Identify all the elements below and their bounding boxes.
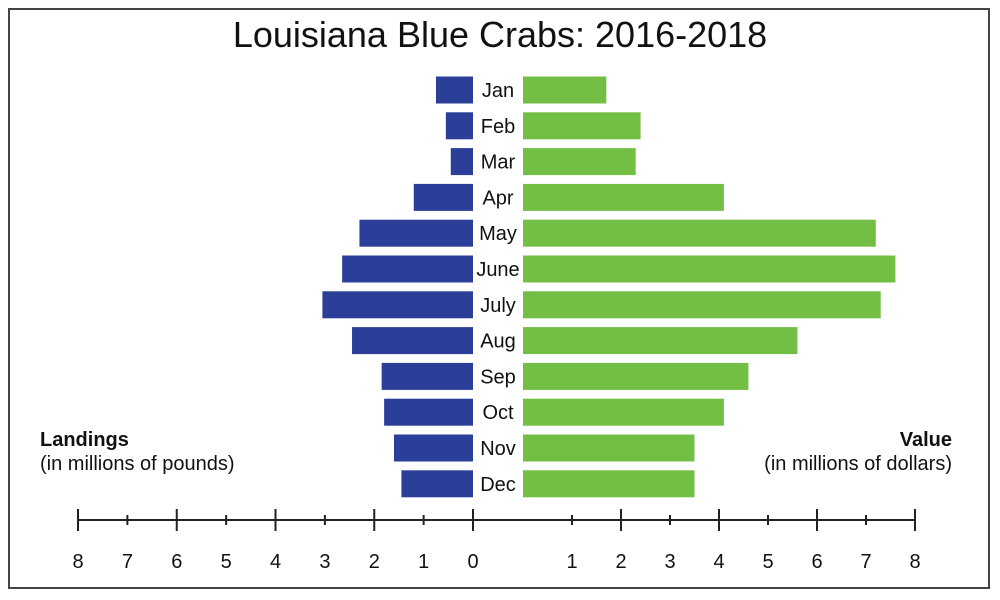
landings-bar-may	[359, 219, 473, 247]
x-tick-label-right-1: 1	[566, 551, 577, 573]
value-bar-oct	[523, 398, 724, 426]
month-label-jan: Jan	[482, 80, 514, 102]
landings-bar-jan	[435, 76, 473, 104]
x-tick-label-left-1: 1	[418, 551, 429, 573]
x-tick-label-left-2: 2	[369, 551, 380, 573]
month-label-apr: Apr	[482, 187, 513, 209]
value-bar-dec	[523, 470, 695, 498]
month-label-sep: Sep	[480, 366, 516, 388]
landings-label-name: Landings	[40, 429, 129, 451]
month-label-mar: Mar	[481, 152, 516, 174]
landings-bar-sep	[381, 362, 473, 390]
value-bar-sep	[523, 362, 749, 390]
value-bar-june	[523, 255, 896, 283]
month-label-feb: Feb	[481, 116, 515, 138]
landings-bar-aug	[352, 327, 473, 355]
x-tick-label-right-3: 3	[664, 551, 675, 573]
landings-bar-july	[322, 291, 473, 319]
value-bar-aug	[523, 327, 798, 355]
landings-bar-mar	[450, 148, 473, 176]
month-label-dec: Dec	[480, 474, 516, 496]
x-tick-label-left-4: 4	[270, 551, 281, 573]
x-tick-label-right-6: 6	[811, 551, 822, 573]
landings-bar-feb	[445, 112, 473, 140]
value-bar-may	[523, 219, 876, 247]
x-tick-label-left-3: 3	[319, 551, 330, 573]
month-label-oct: Oct	[482, 402, 514, 424]
x-tick-label-left-6: 6	[171, 551, 182, 573]
x-tick-label-left-8: 8	[72, 551, 83, 573]
value-label-unit: (in millions of dollars)	[764, 453, 952, 475]
x-tick-label-left-5: 5	[221, 551, 232, 573]
value-bar-feb	[523, 112, 641, 140]
x-tick-label-left-7: 7	[122, 551, 133, 573]
landings-bar-nov	[394, 434, 473, 462]
month-label-nov: Nov	[480, 438, 516, 460]
x-tick-label-right-8: 8	[909, 551, 920, 573]
value-bar-apr	[523, 183, 724, 211]
x-tick-label-right-4: 4	[713, 551, 724, 573]
landings-bar-june	[342, 255, 473, 283]
value-label-name: Value	[899, 429, 952, 451]
landings-bar-apr	[413, 183, 473, 211]
chart-title: Louisiana Blue Crabs: 2016-2018	[232, 14, 768, 55]
landings-bar-dec	[401, 470, 473, 498]
value-axis-label: Value (in millions of dollars)	[764, 428, 952, 476]
value-bar-july	[523, 291, 881, 319]
landings-axis-label: Landings (in millions of pounds)	[40, 428, 235, 476]
value-bar-jan	[523, 76, 607, 104]
month-label-june: June	[476, 259, 519, 281]
month-label-may: May	[479, 223, 517, 245]
landings-label-unit: (in millions of pounds)	[40, 453, 235, 475]
x-tick-label-right-7: 7	[860, 551, 871, 573]
value-bar-nov	[523, 434, 695, 462]
value-bar-mar	[523, 148, 636, 176]
x-tick-label-right-2: 2	[615, 551, 626, 573]
month-label-aug: Aug	[480, 331, 516, 353]
x-tick-label-left-0: 0	[467, 551, 478, 573]
landings-bar-oct	[384, 398, 473, 426]
month-label-july: July	[480, 295, 516, 317]
x-tick-label-right-5: 5	[762, 551, 773, 573]
